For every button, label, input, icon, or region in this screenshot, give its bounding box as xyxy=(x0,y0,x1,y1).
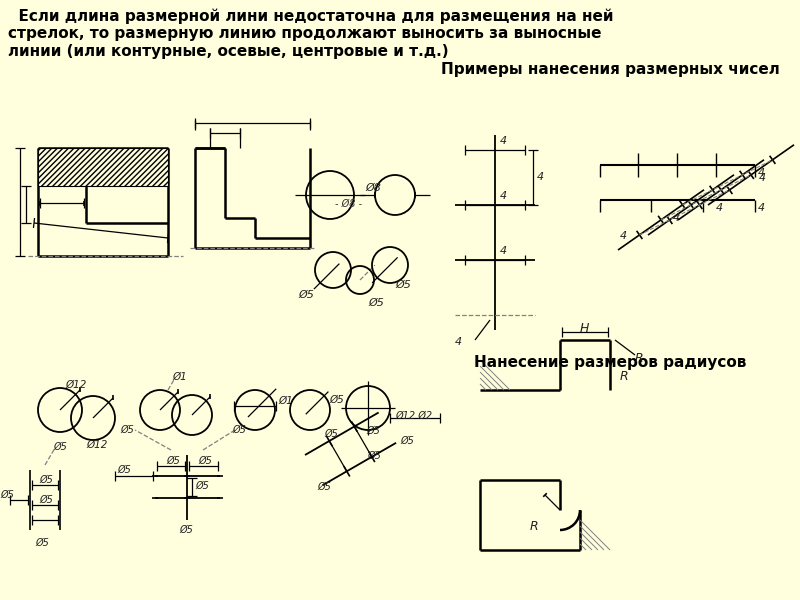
Text: 4: 4 xyxy=(537,172,544,182)
Text: линии (или контурные, осевые, центровые и т.д.): линии (или контурные, осевые, центровые … xyxy=(8,44,449,59)
Text: Ø5: Ø5 xyxy=(39,495,53,505)
Text: Ø5: Ø5 xyxy=(401,436,414,446)
Text: Ø5: Ø5 xyxy=(198,456,212,466)
Text: Если длина размерной лини недостаточна для размещения на ней: Если длина размерной лини недостаточна д… xyxy=(8,8,614,23)
Text: Ø5: Ø5 xyxy=(39,475,53,485)
Text: Ø12: Ø12 xyxy=(65,380,86,390)
Text: Ø5: Ø5 xyxy=(366,426,380,436)
Text: Ø1: Ø1 xyxy=(278,396,293,406)
Text: Ø5: Ø5 xyxy=(318,482,331,492)
Text: R: R xyxy=(530,520,538,533)
Text: Ø5: Ø5 xyxy=(325,428,338,439)
Text: Ø5: Ø5 xyxy=(395,280,411,290)
Text: Ø5: Ø5 xyxy=(298,290,314,300)
Text: 4: 4 xyxy=(455,337,462,347)
Text: 4: 4 xyxy=(500,136,507,146)
Text: R: R xyxy=(620,370,629,383)
Text: 4: 4 xyxy=(716,203,723,213)
Text: Ø5: Ø5 xyxy=(166,456,180,466)
Text: 4: 4 xyxy=(500,191,507,201)
Text: 4: 4 xyxy=(758,168,765,178)
Text: Ø5: Ø5 xyxy=(179,525,193,535)
Text: - Ø8 -: - Ø8 - xyxy=(335,199,362,209)
Text: Ø5: Ø5 xyxy=(35,538,49,548)
Text: Ø1: Ø1 xyxy=(172,372,186,382)
Text: Ø5: Ø5 xyxy=(53,442,67,452)
Text: 4: 4 xyxy=(759,173,766,183)
Text: Ø5: Ø5 xyxy=(368,298,384,308)
Text: Ø5: Ø5 xyxy=(367,451,381,461)
Text: Примеры нанесения размерных чисел: Примеры нанесения размерных чисел xyxy=(442,62,780,77)
Text: Ø5: Ø5 xyxy=(120,425,134,435)
Text: Ø5: Ø5 xyxy=(195,481,209,491)
Bar xyxy=(38,148,168,186)
Text: Ø5: Ø5 xyxy=(117,465,131,475)
Text: Ø5: Ø5 xyxy=(232,425,246,435)
Text: Ø5: Ø5 xyxy=(0,490,14,500)
Text: 4: 4 xyxy=(758,203,765,213)
Text: 4: 4 xyxy=(619,231,626,241)
Text: Нанесение размеров радиусов: Нанесение размеров радиусов xyxy=(474,355,746,370)
Text: Ø12: Ø12 xyxy=(86,440,107,450)
Text: Ø12 Ø2: Ø12 Ø2 xyxy=(395,411,432,421)
Text: стрелок, то размерную линию продолжают выносить за выносные: стрелок, то размерную линию продолжают в… xyxy=(8,26,602,41)
Text: R: R xyxy=(635,352,644,365)
Text: H: H xyxy=(580,322,590,335)
Text: 4: 4 xyxy=(673,213,680,223)
Text: 4: 4 xyxy=(500,246,507,256)
Text: Ø5: Ø5 xyxy=(329,395,344,405)
Text: Ø8: Ø8 xyxy=(365,183,381,193)
